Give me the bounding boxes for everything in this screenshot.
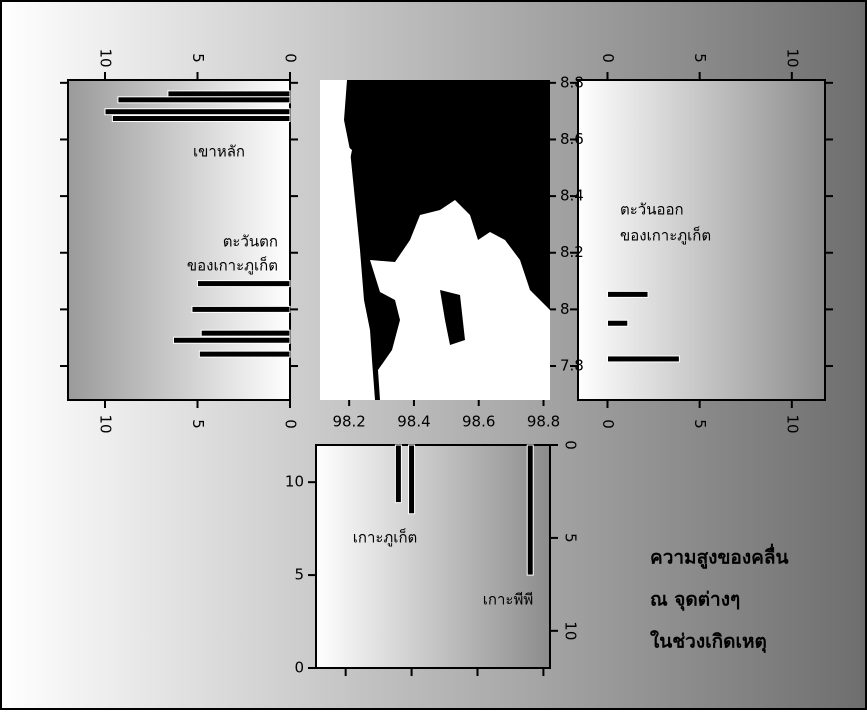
x-tick-label: 98.2 xyxy=(332,413,365,431)
x-tick-label: 98.8 xyxy=(527,413,560,431)
x-tick-label: 0 xyxy=(599,419,617,429)
y-tick-label: 10 xyxy=(285,473,304,491)
y2-tick-label: 10 xyxy=(562,621,580,640)
x-tick-label: 0 xyxy=(599,53,617,63)
panel-islands xyxy=(316,445,550,668)
annotation: เกาะพีพี xyxy=(483,591,533,609)
caption: ความสูงของคลื่น xyxy=(650,544,788,570)
annotation: ตะวันออก xyxy=(620,201,684,219)
bar xyxy=(199,351,290,357)
bar xyxy=(198,281,291,287)
caption: ณ จุดต่างๆ xyxy=(650,589,740,612)
x-tick-label: 10 xyxy=(97,414,115,433)
annotation: ตะวันตก xyxy=(223,233,278,251)
bar xyxy=(607,320,627,326)
x-tick-label: 10 xyxy=(783,48,801,67)
annotation: ของเกาะภูเก็ต xyxy=(620,226,711,245)
y2-tick-label: 5 xyxy=(562,533,580,543)
annotation: เกาะภูเก็ต xyxy=(353,528,418,547)
bar xyxy=(105,109,290,115)
x-tick-label: 0 xyxy=(282,53,300,63)
bar xyxy=(112,116,290,122)
figure: 00551010เขาหลักตะวันตกของเกาะภูเก็ต98.29… xyxy=(0,0,867,710)
bar xyxy=(118,97,290,103)
bar xyxy=(201,330,290,336)
x-tick-label: 0 xyxy=(282,419,300,429)
bar xyxy=(395,445,401,503)
bar xyxy=(168,91,290,97)
caption: ในช่วงเกิดเหตุ xyxy=(650,630,767,654)
bar xyxy=(192,306,290,312)
x-tick-label: 98.4 xyxy=(397,413,430,431)
x-tick-label: 5 xyxy=(189,419,207,429)
bar xyxy=(527,445,533,575)
map-image xyxy=(320,80,550,400)
y-tick-label: 8 xyxy=(560,300,570,318)
bar xyxy=(607,291,648,297)
x-tick-label: 10 xyxy=(783,414,801,433)
annotation: เขาหลัก xyxy=(193,143,245,161)
bar xyxy=(409,445,415,514)
x-tick-label: 5 xyxy=(691,419,709,429)
annotation: ของเกาะภูเก็ต xyxy=(187,256,278,275)
x-tick-label: 10 xyxy=(97,48,115,67)
y2-tick-label: 0 xyxy=(562,440,580,450)
x-tick-label: 5 xyxy=(691,53,709,63)
y-tick-label: 5 xyxy=(294,566,304,584)
bar xyxy=(607,356,679,362)
x-tick-label: 98.6 xyxy=(462,413,495,431)
y-tick-label: 0 xyxy=(294,659,304,677)
page: {"chart_data": [ {"type": "bar", "orient… xyxy=(0,0,867,710)
x-tick-label: 5 xyxy=(189,53,207,63)
bar xyxy=(173,337,290,343)
